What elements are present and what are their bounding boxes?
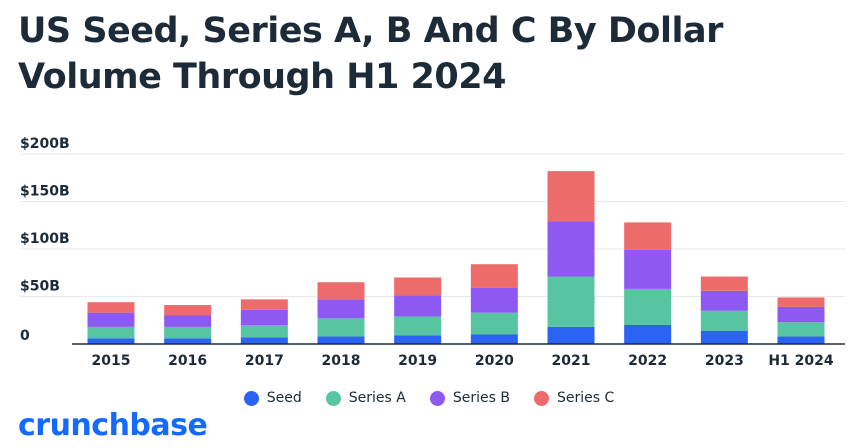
y-tick-label: 0	[20, 328, 30, 344]
bar-segment-series-a	[777, 322, 825, 337]
bar-segment-seed	[394, 335, 442, 344]
bar-segment-seed	[317, 336, 365, 344]
bar-segment-series-c	[87, 302, 135, 313]
bar-segment-seed	[624, 325, 672, 344]
crunchbase-logo: crunchbase	[18, 408, 208, 443]
x-tick-label: 2023	[705, 353, 744, 369]
x-tick-label: 2021	[552, 353, 591, 369]
bar-segment-seed	[777, 336, 825, 344]
bar-segment-series-c	[317, 282, 365, 300]
bar-segment-series-a	[87, 326, 135, 339]
bar-segment-series-a	[394, 316, 442, 336]
bar-segment-series-b	[777, 306, 825, 323]
legend-label: Seed	[266, 390, 302, 406]
bar-segment-series-c	[164, 305, 212, 316]
bar-segment-seed	[470, 334, 518, 344]
bar-segment-seed	[547, 326, 595, 344]
bar-segment-series-b	[317, 299, 365, 319]
bar-segment-series-b	[700, 290, 748, 311]
bar-segment-series-c	[547, 171, 595, 222]
bar-segment-series-a	[624, 288, 672, 325]
legend-item: Seed	[243, 390, 302, 406]
bar-segment-series-c	[700, 276, 748, 291]
bar-segment-series-a	[547, 276, 595, 327]
stacked-bar-chart: 0$50B$100B$150B$200B 2015 2016 2017 2018 201…	[20, 136, 845, 369]
bars	[87, 171, 825, 344]
y-tick-label: $200B	[20, 136, 70, 152]
bar-segment-seed	[164, 338, 212, 344]
bar-segment-series-a	[164, 326, 212, 339]
legend-label: Series A	[348, 390, 406, 406]
legend-swatch	[325, 390, 341, 406]
legend-item: Series B	[429, 390, 510, 406]
bar-segment-seed	[700, 330, 748, 344]
x-tick-label: 2019	[398, 353, 437, 369]
bar-segment-series-a	[240, 325, 288, 338]
legend-label: Series B	[452, 390, 510, 406]
bar-segment-series-a	[317, 318, 365, 337]
legend-label: Series C	[556, 390, 615, 406]
bar-segment-series-a	[470, 312, 518, 335]
bar-segment-series-c	[624, 222, 672, 250]
bar-segment-series-b	[240, 309, 288, 325]
bar-segment-seed	[240, 337, 288, 344]
grid-lines	[20, 153, 845, 297]
bar-segment-series-b	[470, 287, 518, 313]
x-tick-label: 2018	[322, 353, 361, 369]
y-tick-label: $50B	[20, 279, 60, 295]
x-tick-label: 2016	[168, 353, 207, 369]
bar-segment-series-b	[394, 295, 442, 317]
bar-segment-series-c	[394, 277, 442, 296]
bar-segment-series-c	[240, 299, 288, 310]
bar-segment-series-b	[164, 315, 212, 327]
bar-segment-series-b	[547, 221, 595, 277]
bar-segment-series-a	[700, 310, 748, 331]
x-tick-label: 2017	[245, 353, 284, 369]
x-tick-label: 2020	[475, 353, 514, 369]
y-tick-label: $150B	[20, 184, 70, 200]
y-tick-label: $100B	[20, 231, 70, 247]
chart-title: US Seed, Series A, B And C By Dollar Vol…	[18, 11, 723, 97]
legend: Seed Series A Series B Series C	[0, 390, 858, 406]
bar-segment-series-c	[470, 264, 518, 288]
legend-swatch	[429, 390, 445, 406]
x-tick-label: 2022	[628, 353, 667, 369]
x-axis-tick-labels: 2015 2016 2017 2018 2019 2020 2021 2022 2023 H1 2…	[92, 353, 834, 369]
x-tick-label: H1 2024	[768, 353, 834, 369]
legend-item: Series A	[325, 390, 406, 406]
bar-segment-series-c	[777, 297, 825, 307]
bar-segment-series-b	[624, 249, 672, 289]
x-tick-label: 2015	[92, 353, 131, 369]
legend-swatch	[243, 390, 259, 406]
legend-item: Series C	[533, 390, 615, 406]
y-axis-tick-labels: 0 $50B $100B $150B $200B	[20, 136, 70, 344]
legend-swatch	[533, 390, 549, 406]
bar-segment-series-b	[87, 312, 135, 327]
bar-segment-seed	[87, 338, 135, 344]
